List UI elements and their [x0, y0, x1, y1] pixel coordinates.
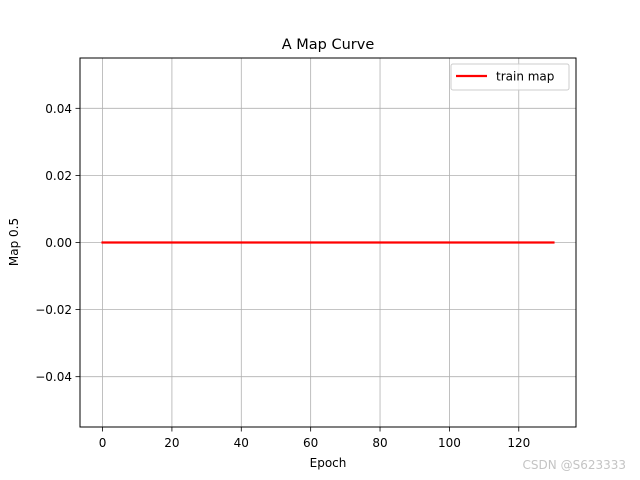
x-tick-label: 80 [372, 436, 387, 450]
y-axis-label: Map 0.5 [7, 218, 21, 266]
x-tick-label: 60 [303, 436, 318, 450]
x-axis-label: Epoch [310, 456, 347, 470]
y-tick-label: 0.02 [45, 169, 72, 183]
legend: train map [450, 63, 570, 91]
x-tick-label: 100 [438, 436, 461, 450]
y-tick-label: −0.02 [35, 303, 72, 317]
x-tick-label: 120 [507, 436, 530, 450]
legend-label-train-map: train map [496, 70, 554, 84]
x-tick-label: 20 [164, 436, 179, 450]
x-tick-label: 0 [99, 436, 107, 450]
x-axis-ticks: 0 20 40 60 80 100 120 [99, 427, 530, 450]
y-tick-label: 0.00 [45, 236, 72, 250]
y-tick-label: 0.04 [45, 102, 72, 116]
chart-title: A Map Curve [282, 37, 375, 53]
x-tick-label: 40 [234, 436, 249, 450]
y-axis-ticks: −0.04 −0.02 0.00 0.02 0.04 [35, 102, 80, 384]
legend-box [450, 63, 570, 91]
watermark: CSDN @S623333 [522, 458, 626, 472]
y-tick-label: −0.04 [35, 370, 72, 384]
